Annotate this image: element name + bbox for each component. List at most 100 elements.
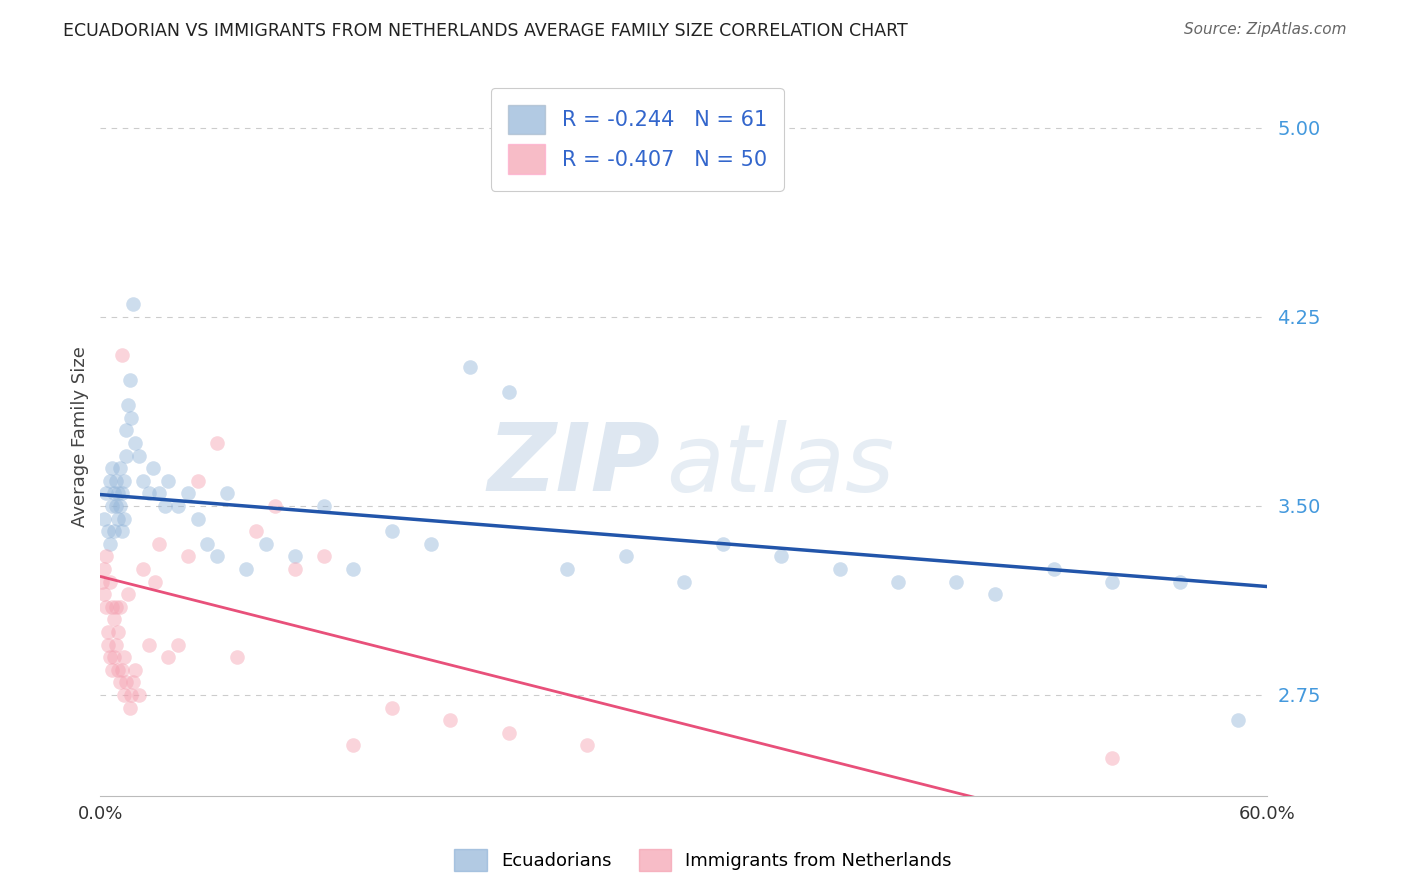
Point	[148, 486, 170, 500]
Point	[103, 612, 125, 626]
Point	[91, 574, 114, 589]
Point	[101, 599, 124, 614]
Point	[1042, 562, 1064, 576]
Point	[215, 486, 238, 500]
Point	[93, 562, 115, 576]
Point	[107, 624, 129, 639]
Y-axis label: Average Family Size: Average Family Size	[72, 346, 89, 527]
Point	[121, 410, 143, 425]
Point	[1101, 751, 1123, 765]
Point	[122, 675, 145, 690]
Point	[112, 511, 135, 525]
Point	[101, 663, 124, 677]
Point	[96, 549, 118, 564]
Point	[1227, 713, 1250, 727]
Point	[138, 638, 160, 652]
Legend: R = -0.244   N = 61, R = -0.407   N = 50: R = -0.244 N = 61, R = -0.407 N = 50	[491, 87, 783, 191]
Point	[114, 423, 136, 437]
Point	[614, 549, 637, 564]
Point	[284, 549, 307, 564]
Point	[575, 739, 598, 753]
Text: Source: ZipAtlas.com: Source: ZipAtlas.com	[1184, 22, 1347, 37]
Point	[104, 499, 127, 513]
Point	[121, 688, 143, 702]
Point	[132, 562, 155, 576]
Point	[98, 574, 121, 589]
Point	[93, 511, 115, 525]
Point	[104, 638, 127, 652]
Point	[128, 688, 150, 702]
Point	[284, 562, 307, 576]
Point	[342, 739, 364, 753]
Point	[254, 537, 277, 551]
Point	[711, 537, 734, 551]
Point	[107, 511, 129, 525]
Point	[114, 449, 136, 463]
Point	[114, 675, 136, 690]
Point	[945, 574, 967, 589]
Point	[104, 599, 127, 614]
Point	[235, 562, 257, 576]
Point	[458, 360, 481, 375]
Point	[111, 486, 134, 500]
Point	[101, 499, 124, 513]
Point	[312, 549, 335, 564]
Point	[245, 524, 267, 538]
Point	[111, 348, 134, 362]
Point	[96, 599, 118, 614]
Point	[439, 713, 461, 727]
Point	[98, 474, 121, 488]
Point	[124, 663, 146, 677]
Point	[770, 549, 793, 564]
Point	[187, 474, 209, 488]
Point	[555, 562, 578, 576]
Point	[342, 562, 364, 576]
Point	[107, 663, 129, 677]
Point	[887, 574, 910, 589]
Point	[177, 549, 200, 564]
Point	[195, 537, 218, 551]
Point	[498, 725, 520, 739]
Point	[225, 650, 247, 665]
Point	[108, 675, 131, 690]
Point	[153, 499, 176, 513]
Point	[118, 373, 141, 387]
Point	[142, 461, 165, 475]
Point	[103, 650, 125, 665]
Text: ZIP: ZIP	[488, 419, 661, 511]
Point	[167, 499, 190, 513]
Point	[112, 650, 135, 665]
Point	[117, 587, 139, 601]
Point	[132, 474, 155, 488]
Point	[187, 511, 209, 525]
Point	[1101, 574, 1123, 589]
Point	[97, 524, 120, 538]
Point	[108, 461, 131, 475]
Point	[97, 638, 120, 652]
Point	[672, 574, 695, 589]
Point	[103, 486, 125, 500]
Point	[381, 700, 404, 714]
Point	[112, 688, 135, 702]
Point	[828, 562, 851, 576]
Point	[124, 436, 146, 450]
Point	[97, 624, 120, 639]
Point	[143, 574, 166, 589]
Point	[138, 486, 160, 500]
Text: atlas: atlas	[666, 420, 894, 511]
Point	[177, 486, 200, 500]
Point	[148, 537, 170, 551]
Point	[93, 587, 115, 601]
Point	[108, 499, 131, 513]
Point	[167, 638, 190, 652]
Point	[111, 524, 134, 538]
Point	[96, 486, 118, 500]
Point	[111, 663, 134, 677]
Point	[103, 524, 125, 538]
Point	[107, 486, 129, 500]
Point	[122, 297, 145, 311]
Point	[118, 700, 141, 714]
Point	[264, 499, 287, 513]
Point	[101, 461, 124, 475]
Point	[157, 474, 180, 488]
